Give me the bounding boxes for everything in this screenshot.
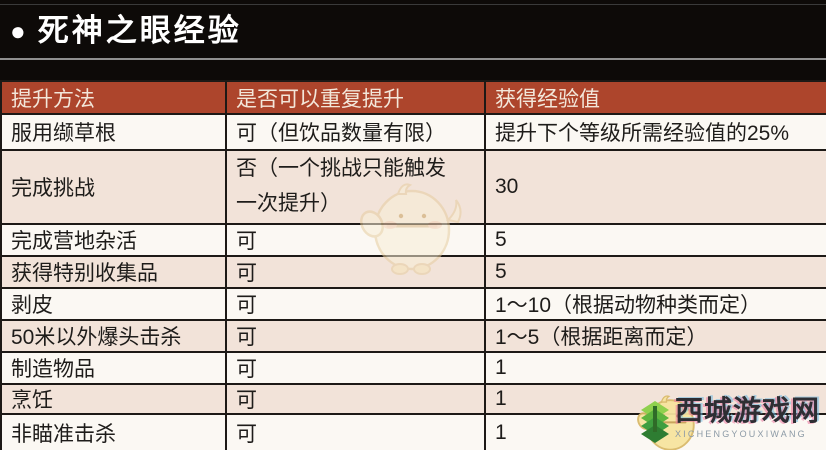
page-title: 死神之眼经验: [37, 13, 242, 48]
cell-method: 服用缬草根: [11, 122, 116, 145]
cell-repeatable: 可: [225, 225, 484, 255]
table-row: 获得特别收集品 可 5: [2, 255, 826, 287]
cell-exp: 5: [484, 225, 826, 255]
cell-exp: 提升下个等级所需经验值的25%: [484, 115, 826, 149]
cell-repeatable: 可: [225, 385, 484, 413]
site-logo-icon: [640, 401, 669, 443]
header-exp: 获得经验值: [484, 82, 826, 113]
cell-repeatable: 否（一个挑战只能触发 一次提升）: [225, 151, 484, 223]
cell-repeatable: 可: [225, 257, 484, 287]
cell-exp: 1: [484, 353, 826, 383]
cell-method: 非瞄准击杀: [11, 422, 116, 446]
table-row: 完成营地杂活 可 5: [2, 223, 826, 255]
table-row: 50米以外爆头击杀 可 1～5（根据距离而定）: [2, 319, 826, 351]
cell-exp: 1: [484, 385, 826, 413]
cell-method: 烹饪: [11, 389, 53, 412]
cell-exp: 30: [484, 151, 826, 223]
site-name-caps: XICHENGYOUXIWANG: [674, 428, 807, 439]
table-row: 服用缬草根 可（但饮品数量有限） 提升下个等级所需经验值的25%: [2, 113, 826, 149]
header-repeatable: 是否可以重复提升: [225, 82, 484, 113]
cell-repeatable: 可（但饮品数量有限）: [225, 115, 484, 149]
site-watermark: 西城游戏网 XICHENGYOUXIWANG: [639, 395, 820, 448]
table-row: 完成挑战 否（一个挑战只能触发 一次提升） 30: [2, 149, 826, 223]
cell-exp: 1: [484, 415, 826, 450]
table-header-row: 提升方法 是否可以重复提升 获得经验值: [2, 80, 826, 113]
cell-repeatable: 可: [225, 415, 484, 450]
top-hairline: [0, 4, 826, 5]
cell-exp: 1～5（根据距离而定）: [484, 321, 826, 351]
cell-method: 完成营地杂活: [11, 230, 137, 253]
cell-method: 50米以外爆头击杀: [11, 326, 182, 349]
title-bar: ● 死神之眼经验: [0, 0, 826, 80]
table-row: 烹饪 可 1: [2, 383, 826, 413]
bullet-icon: ●: [10, 15, 26, 46]
cell-repeatable: 可: [225, 321, 484, 351]
cell-method: 完成挑战: [11, 177, 95, 200]
cell-exp: 5: [484, 257, 826, 287]
header-method: 提升方法: [11, 87, 95, 111]
cell-repeatable: 可: [225, 289, 484, 319]
table-row: 剥皮 可 1～10（根据动物种类而定）: [2, 287, 826, 319]
cell-repeatable: 可: [225, 353, 484, 383]
cell-method: 制造物品: [11, 358, 95, 381]
table-row: 制造物品 可 1: [2, 351, 826, 383]
site-name: 西城游戏网: [674, 395, 820, 426]
cell-exp: 1～10（根据动物种类而定）: [484, 289, 826, 319]
title-underline: [0, 58, 826, 60]
cell-method: 获得特别收集品: [11, 262, 158, 285]
cell-method: 剥皮: [11, 294, 53, 317]
